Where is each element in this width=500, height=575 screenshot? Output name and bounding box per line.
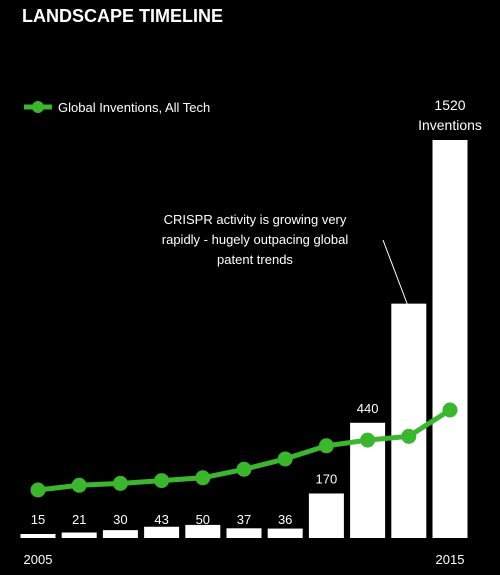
annotation-line-1: CRISPR activity is growing very — [164, 212, 347, 227]
bar-2011 — [267, 528, 303, 538]
bar-label-2012: 170 — [316, 471, 338, 486]
bar-label-2011: 36 — [278, 512, 292, 527]
legend: Global Inventions, All Tech — [24, 100, 210, 115]
bar-label-2013: 440 — [357, 401, 379, 416]
bar-label-2008: 43 — [154, 512, 168, 527]
bar-label-2007: 30 — [113, 512, 127, 527]
bar-label-2009: 50 — [196, 512, 210, 527]
bar-2014 — [391, 303, 427, 538]
annotation-line-2: rapidly - hugely outpacing global — [162, 232, 349, 247]
line-point-2008 — [154, 473, 170, 489]
bar-2012 — [308, 493, 344, 538]
annotation: CRISPR activity is growing very rapidly … — [162, 212, 409, 307]
x-tick-start: 2005 — [24, 552, 53, 567]
line-point-2007 — [112, 475, 128, 491]
global-inventions-line — [30, 402, 458, 498]
line-point-2015 — [442, 402, 458, 418]
line-point-2013 — [360, 432, 376, 448]
bars — [20, 140, 468, 538]
bar-2005 — [20, 534, 56, 538]
bar-2015 — [432, 140, 468, 538]
line-point-2010 — [236, 461, 252, 477]
bar-2010 — [226, 528, 262, 538]
line-point-2006 — [71, 477, 87, 493]
line-point-2014 — [401, 428, 417, 444]
line-point-2012 — [318, 438, 334, 454]
bar-label-2010: 37 — [237, 512, 251, 527]
line-point-2009 — [195, 470, 211, 486]
annotation-leader — [382, 239, 409, 307]
bar-2009 — [185, 524, 221, 538]
bar-2006 — [61, 532, 97, 538]
bar-2007 — [102, 530, 138, 538]
legend-label: Global Inventions, All Tech — [58, 100, 210, 115]
x-tick-end: 2015 — [436, 552, 465, 567]
bar-label-2006: 21 — [72, 512, 86, 527]
bar-label-2005: 15 — [31, 512, 45, 527]
legend-marker — [32, 101, 44, 113]
line-point-2005 — [30, 482, 46, 498]
line-point-2011 — [277, 451, 293, 467]
peak-value-label: 1520 — [434, 97, 465, 113]
peak-unit-label: Inventions — [418, 117, 482, 133]
annotation-line-3: patent trends — [217, 252, 293, 267]
bar-2008 — [144, 526, 180, 538]
chart-title: LANDSCAPE TIMELINE — [22, 6, 223, 26]
global-inventions-path — [37, 407, 452, 493]
